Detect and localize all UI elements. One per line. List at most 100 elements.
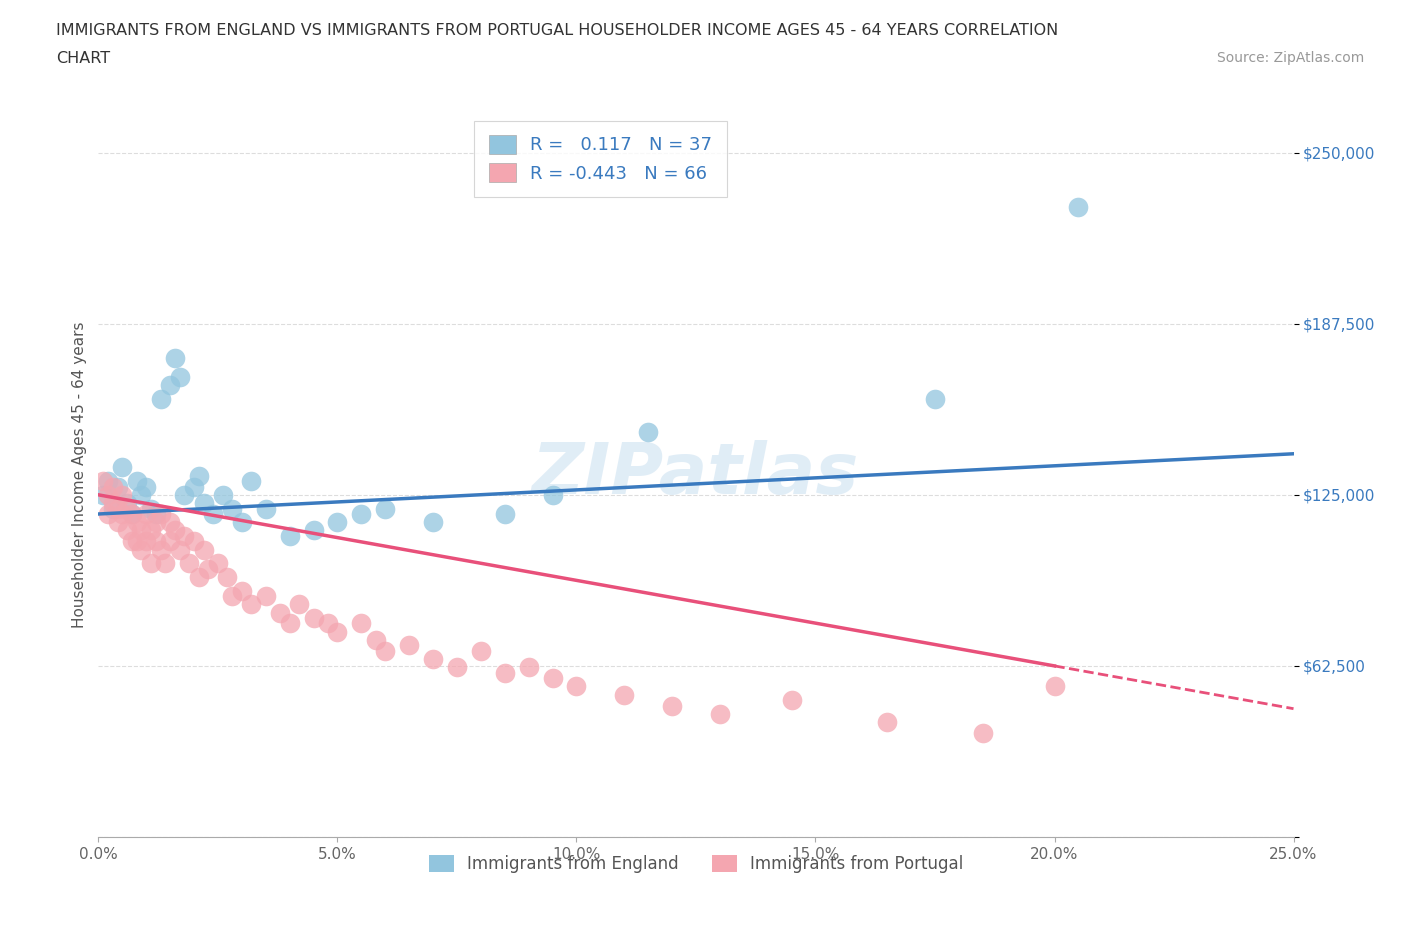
Point xyxy=(470,644,492,658)
Point xyxy=(111,460,134,475)
Point xyxy=(97,507,120,522)
Point xyxy=(149,542,172,557)
Point xyxy=(173,487,195,502)
Text: CHART: CHART xyxy=(56,51,110,66)
Point xyxy=(107,501,129,516)
Point xyxy=(709,707,731,722)
Point xyxy=(254,501,277,516)
Point xyxy=(121,534,143,549)
Point xyxy=(364,632,387,647)
Point xyxy=(231,515,253,530)
Point xyxy=(183,479,205,494)
Point xyxy=(91,487,114,502)
Point xyxy=(269,605,291,620)
Point xyxy=(278,616,301,631)
Point xyxy=(139,523,162,538)
Point xyxy=(288,597,311,612)
Point xyxy=(131,542,153,557)
Point xyxy=(780,693,803,708)
Point xyxy=(145,534,167,549)
Point xyxy=(207,556,229,571)
Point xyxy=(163,523,186,538)
Point xyxy=(173,528,195,543)
Point xyxy=(231,583,253,598)
Point xyxy=(374,644,396,658)
Point xyxy=(374,501,396,516)
Point xyxy=(101,496,124,511)
Point xyxy=(613,687,636,702)
Point xyxy=(446,660,468,675)
Point xyxy=(145,515,167,530)
Point xyxy=(139,501,162,516)
Point xyxy=(131,487,153,502)
Point xyxy=(131,523,153,538)
Point xyxy=(107,515,129,530)
Point xyxy=(350,507,373,522)
Point xyxy=(115,496,138,511)
Point xyxy=(169,542,191,557)
Point xyxy=(422,515,444,530)
Point xyxy=(97,473,120,488)
Point xyxy=(91,473,114,488)
Point xyxy=(541,671,564,685)
Point xyxy=(924,392,946,406)
Point xyxy=(101,501,124,516)
Point xyxy=(1043,679,1066,694)
Point xyxy=(202,507,225,522)
Point xyxy=(155,556,177,571)
Point xyxy=(217,569,239,584)
Point xyxy=(221,589,243,604)
Point xyxy=(111,487,134,502)
Point xyxy=(159,534,181,549)
Point xyxy=(125,534,148,549)
Point xyxy=(193,496,215,511)
Point xyxy=(135,479,157,494)
Point xyxy=(972,725,994,740)
Point xyxy=(637,424,659,439)
Point xyxy=(221,501,243,516)
Point xyxy=(278,528,301,543)
Point xyxy=(169,370,191,385)
Point xyxy=(183,534,205,549)
Point xyxy=(97,487,120,502)
Y-axis label: Householder Income Ages 45 - 64 years: Householder Income Ages 45 - 64 years xyxy=(72,321,87,628)
Point xyxy=(149,507,172,522)
Text: Source: ZipAtlas.com: Source: ZipAtlas.com xyxy=(1216,51,1364,65)
Point xyxy=(135,507,157,522)
Point xyxy=(107,479,129,494)
Point xyxy=(187,569,209,584)
Point xyxy=(541,487,564,502)
Point xyxy=(101,479,124,494)
Point xyxy=(197,562,219,577)
Point xyxy=(350,616,373,631)
Point xyxy=(494,665,516,680)
Point xyxy=(187,468,209,483)
Point xyxy=(254,589,277,604)
Point xyxy=(121,507,143,522)
Point xyxy=(494,507,516,522)
Point xyxy=(240,473,263,488)
Point xyxy=(240,597,263,612)
Point xyxy=(139,556,162,571)
Point xyxy=(302,523,325,538)
Point xyxy=(149,392,172,406)
Point xyxy=(125,515,148,530)
Point xyxy=(326,515,349,530)
Point xyxy=(398,638,420,653)
Point xyxy=(316,616,339,631)
Point xyxy=(302,611,325,626)
Point xyxy=(111,507,134,522)
Point xyxy=(125,473,148,488)
Legend: Immigrants from England, Immigrants from Portugal: Immigrants from England, Immigrants from… xyxy=(422,848,970,880)
Point xyxy=(876,714,898,729)
Point xyxy=(115,523,138,538)
Text: IMMIGRANTS FROM ENGLAND VS IMMIGRANTS FROM PORTUGAL HOUSEHOLDER INCOME AGES 45 -: IMMIGRANTS FROM ENGLAND VS IMMIGRANTS FR… xyxy=(56,23,1059,38)
Text: ZIPatlas: ZIPatlas xyxy=(533,440,859,509)
Point xyxy=(135,534,157,549)
Point xyxy=(179,556,201,571)
Point xyxy=(565,679,588,694)
Point xyxy=(145,507,167,522)
Point xyxy=(163,351,186,365)
Point xyxy=(115,501,138,516)
Point xyxy=(661,698,683,713)
